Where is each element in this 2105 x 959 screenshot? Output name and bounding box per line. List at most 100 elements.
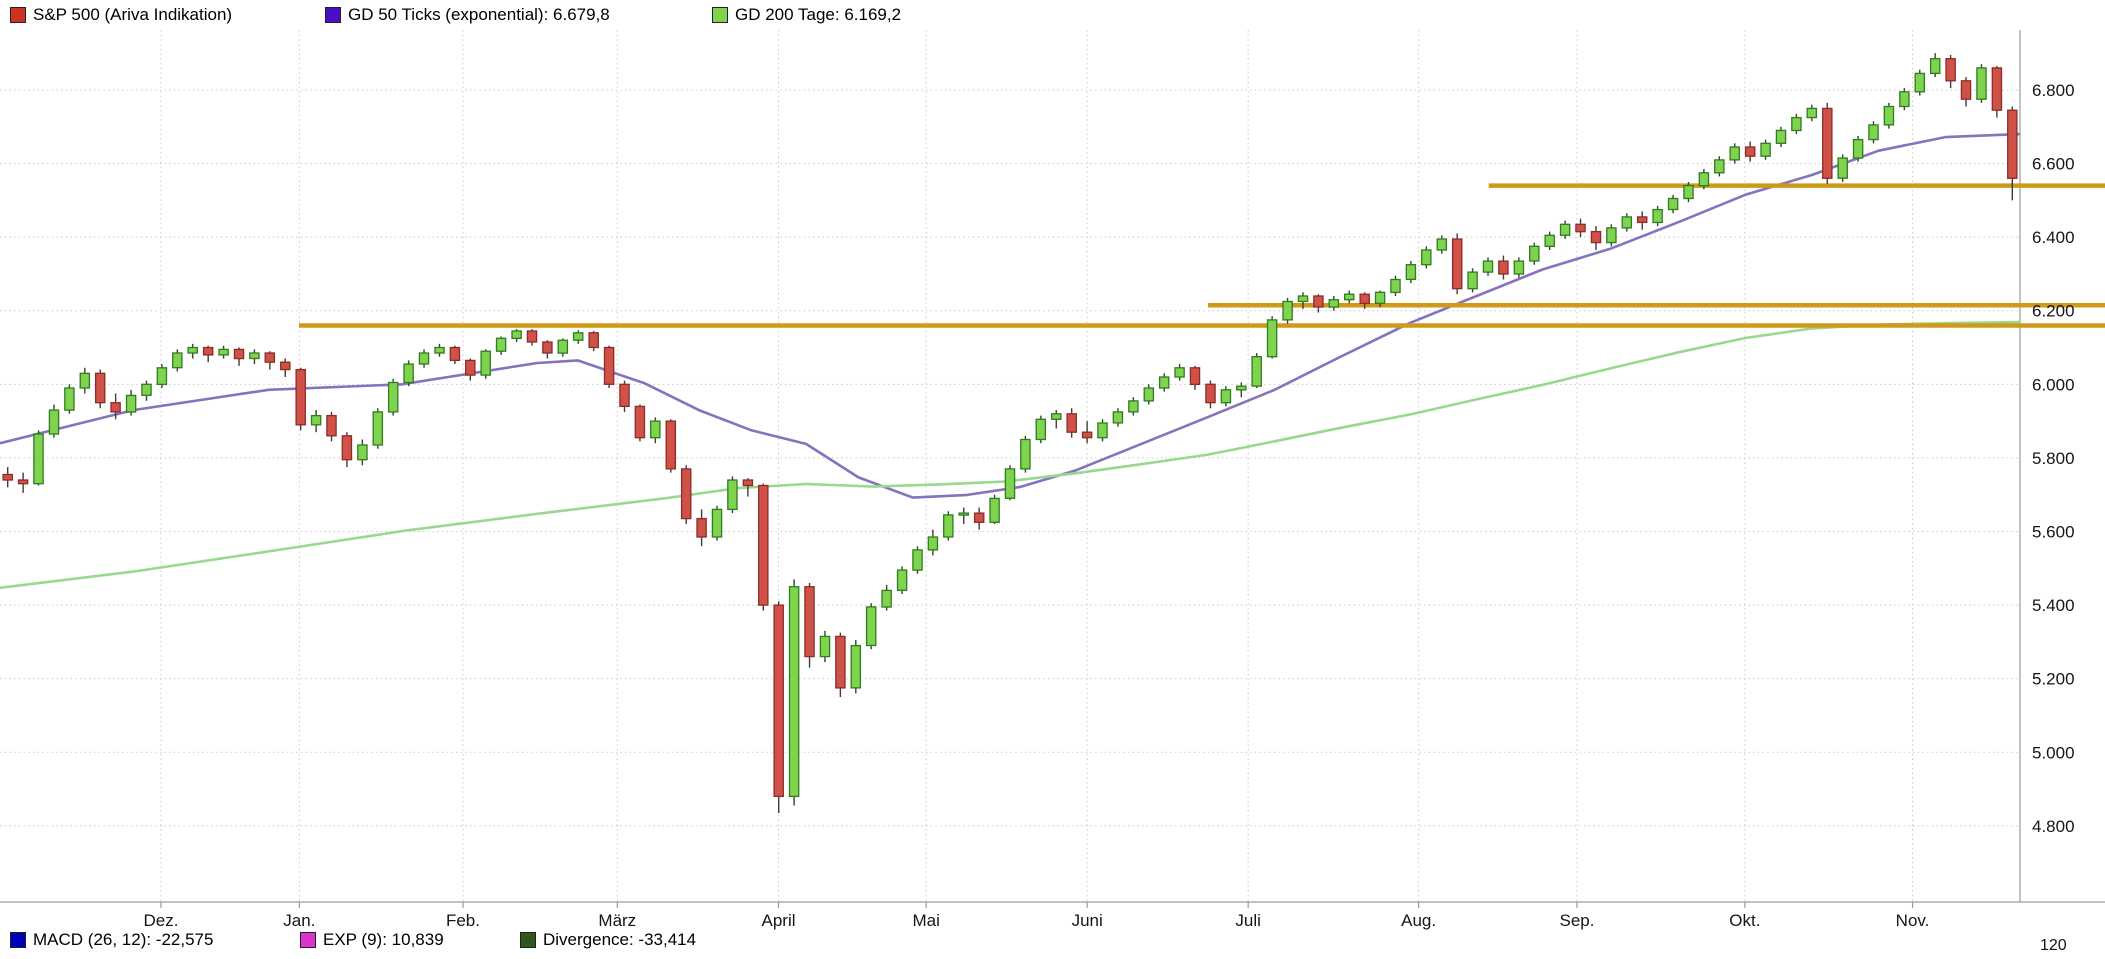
candle-up — [48, 409, 60, 435]
candle-up — [989, 497, 1000, 523]
candle-up — [1837, 157, 1848, 179]
candle-up — [141, 383, 152, 396]
candle-up — [1128, 400, 1139, 413]
candle-down — [1066, 413, 1077, 433]
legend-label-divergence: Divergence: -33,414 — [543, 930, 697, 949]
candle-up — [1020, 438, 1031, 470]
resistance-lines — [298, 183, 2105, 328]
candle-up — [1976, 67, 1987, 100]
x-axis-label: Jan. — [283, 911, 315, 930]
candle-down — [1822, 107, 1833, 179]
candle-up — [1051, 413, 1062, 420]
candle-down — [341, 435, 353, 461]
candle-up — [1112, 411, 1124, 424]
legend-item-exp9: EXP (9): 10,839 — [300, 930, 444, 950]
divergence-series-swatch-icon — [520, 932, 536, 948]
candle-up — [1559, 223, 1571, 236]
macd-series-swatch-icon — [10, 932, 26, 948]
x-axis-label: Sep. — [1560, 911, 1595, 930]
x-axis-label: Aug. — [1401, 911, 1436, 930]
candle-down — [773, 604, 784, 798]
y-axis-label: 5.200 — [2032, 670, 2075, 689]
candle-up — [1899, 91, 1910, 108]
candle-up — [1775, 129, 1787, 144]
candle-up — [1529, 245, 1540, 262]
exp9-series-swatch-icon — [300, 932, 316, 948]
candle-up — [1683, 184, 1694, 200]
legend-label-sp500: S&P 500 (Ariva Indikation) — [33, 5, 233, 24]
candle-up — [1282, 300, 1293, 321]
candle-up — [1791, 116, 1802, 132]
candle-up — [1544, 234, 1555, 247]
candle-down — [526, 330, 538, 343]
legend-label-gd200: GD 200 Tage: 6.169,2 — [735, 5, 902, 24]
gd200-series-swatch-icon — [712, 7, 728, 23]
candle-up — [357, 444, 368, 461]
candle-up — [403, 363, 414, 384]
candle-up — [819, 635, 831, 658]
candle-up — [1004, 468, 1016, 499]
x-axis-label: Okt. — [1729, 911, 1760, 930]
candle-down — [110, 402, 121, 413]
candle-up — [1667, 197, 1679, 211]
candle-up — [1652, 208, 1663, 224]
candle-down — [1991, 67, 2003, 111]
candle-down — [634, 405, 646, 439]
candle-up — [1467, 271, 1478, 290]
candle-up — [64, 387, 75, 411]
candle-up — [1390, 278, 1401, 294]
candle-down — [2007, 109, 2018, 179]
candle-up — [1852, 138, 1864, 159]
candle-down — [619, 383, 630, 408]
candle-down — [1313, 295, 1324, 308]
y-axis-label: 6.600 — [2032, 155, 2075, 174]
gd200-line — [0, 320, 2021, 590]
candle-down — [280, 361, 291, 371]
candle-down — [835, 635, 846, 689]
legend-item-macd: MACD (26, 12): -22,575 — [10, 930, 213, 950]
candle-up — [495, 337, 507, 352]
candle-up — [557, 339, 569, 354]
candle-up — [1220, 389, 1232, 404]
x-axis-labels: Dez. Jan. Feb. März April Mai Juni Juli Aug. Sep.… — [144, 911, 1930, 930]
candle-down — [804, 586, 815, 658]
candle-up — [218, 348, 229, 356]
candle-up — [1436, 238, 1448, 251]
y-axis-label: 4.800 — [2032, 817, 2075, 836]
candle-down — [1636, 216, 1648, 224]
candle-up — [912, 549, 923, 571]
candle-down — [202, 346, 214, 356]
candle-down — [465, 359, 476, 376]
candle-up — [1729, 146, 1740, 161]
candle-up — [156, 367, 168, 386]
candle-up — [387, 381, 399, 413]
candle-up — [1760, 142, 1771, 157]
candle-down — [94, 372, 106, 404]
candle-up — [1698, 172, 1710, 187]
candle-up — [1883, 105, 1895, 126]
y-axis-label: 6.800 — [2032, 81, 2075, 100]
legend-item-divergence: Divergence: -33,414 — [520, 930, 696, 950]
candle-down — [449, 346, 461, 362]
candle-up — [187, 346, 198, 354]
candle-down — [233, 348, 245, 360]
candle-up — [1297, 295, 1309, 303]
y-axis-label: 5.000 — [2032, 743, 2075, 762]
candle-down — [1359, 293, 1370, 305]
candle-up — [711, 508, 723, 538]
candle-up — [1714, 159, 1725, 174]
gridlines — [0, 30, 2020, 902]
candle-up — [480, 350, 491, 376]
candle-up — [1343, 293, 1355, 301]
candle-up — [1374, 291, 1386, 304]
candle-down — [1575, 223, 1586, 233]
candle-down — [742, 479, 754, 487]
candle-up — [727, 479, 738, 511]
candle-up — [372, 411, 384, 446]
candle-up — [1806, 107, 1818, 119]
y-axis-label: 6.400 — [2032, 228, 2075, 247]
candle-up — [1097, 422, 1108, 439]
y-axis-label: 6.000 — [2032, 375, 2075, 394]
